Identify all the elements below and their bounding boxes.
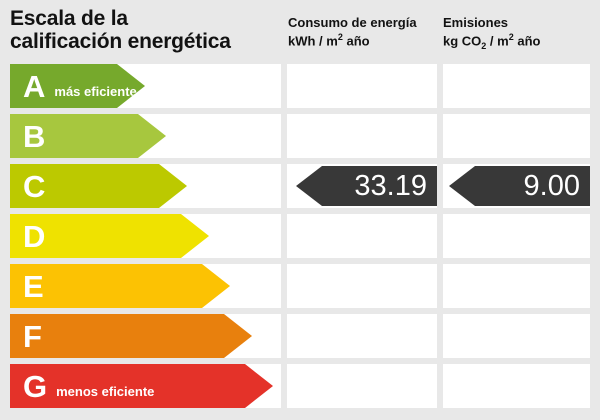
emisiones-value: 9.00	[523, 169, 580, 202]
page-title-line2: calificación energética	[10, 29, 231, 53]
emisiones-value-arrow: 9.00	[449, 166, 590, 206]
consumo-value-arrow: 33.19	[296, 166, 437, 206]
consumo-value: 33.19	[354, 169, 427, 202]
rating-bar-cell-d: D	[10, 214, 281, 258]
consumo-header-unit: kWh / m2 año	[288, 31, 370, 48]
consumo-cell-d	[287, 214, 437, 258]
rating-bar-f: F	[10, 314, 252, 358]
consumo-cell-a	[287, 64, 437, 108]
rating-bar-cell-e: E	[10, 264, 281, 308]
rating-bar-d: D	[10, 214, 209, 258]
consumo-cell-b	[287, 114, 437, 158]
consumo-header-title: Consumo de energía	[288, 15, 417, 30]
emisiones-cell-b	[443, 114, 590, 158]
emisiones-cell-e	[443, 264, 590, 308]
rating-row-g: G menos eficiente	[0, 364, 600, 408]
emisiones-cell-d	[443, 214, 590, 258]
rating-letter-f: F	[23, 318, 42, 354]
rating-bar-c: C	[10, 164, 187, 208]
rating-bar-cell-f: F	[10, 314, 281, 358]
rating-bar-g: G menos eficiente	[10, 364, 273, 408]
rating-letter-b: B	[23, 118, 46, 154]
consumo-cell-f	[287, 314, 437, 358]
consumo-cell-e	[287, 264, 437, 308]
rating-letter-e: E	[23, 268, 44, 304]
emisiones-cell-a	[443, 64, 590, 108]
emisiones-header-unit: kg CO2 / m2 año	[443, 31, 541, 51]
emisiones-column-header: Emisiones kg CO2 / m2 año	[443, 15, 590, 52]
emisiones-header-title: Emisiones	[443, 15, 509, 30]
consumo-cell-g	[287, 364, 437, 408]
rating-scale-grid: A más eficiente B C 33.19	[0, 64, 600, 408]
rating-bar-cell-c: C	[10, 164, 281, 208]
rating-bar-b: B	[10, 114, 166, 158]
rating-bar-a: A más eficiente	[10, 64, 145, 108]
rating-bar-cell-g: G menos eficiente	[10, 364, 281, 408]
rating-row-e: E	[0, 264, 600, 308]
emisiones-cell-g	[443, 364, 590, 408]
most-efficient-label: más eficiente	[54, 83, 137, 99]
rating-letter-g: G	[23, 368, 48, 404]
rating-row-d: D	[0, 214, 600, 258]
page-title-line1: Escala de la	[10, 7, 128, 30]
emisiones-cell-c: 9.00	[443, 164, 590, 208]
page-title: Escala de la calificación energética	[10, 7, 231, 53]
rating-row-b: B	[0, 114, 600, 158]
emisiones-cell-f	[443, 314, 590, 358]
consumo-column-header: Consumo de energía kWh / m2 año	[288, 15, 438, 50]
rating-bar-e: E	[10, 264, 230, 308]
rating-bar-cell-b: B	[10, 114, 281, 158]
rating-letter-a: A	[23, 68, 46, 104]
consumo-cell-c: 33.19	[287, 164, 437, 208]
rating-letter-d: D	[23, 218, 46, 254]
rating-row-c: C 33.19 9.00	[0, 164, 600, 208]
rating-letter-c: C	[23, 168, 46, 204]
rating-row-f: F	[0, 314, 600, 358]
rating-row-a: A más eficiente	[0, 64, 600, 108]
rating-bar-cell-a: A más eficiente	[10, 64, 281, 108]
least-efficient-label: menos eficiente	[56, 383, 155, 399]
